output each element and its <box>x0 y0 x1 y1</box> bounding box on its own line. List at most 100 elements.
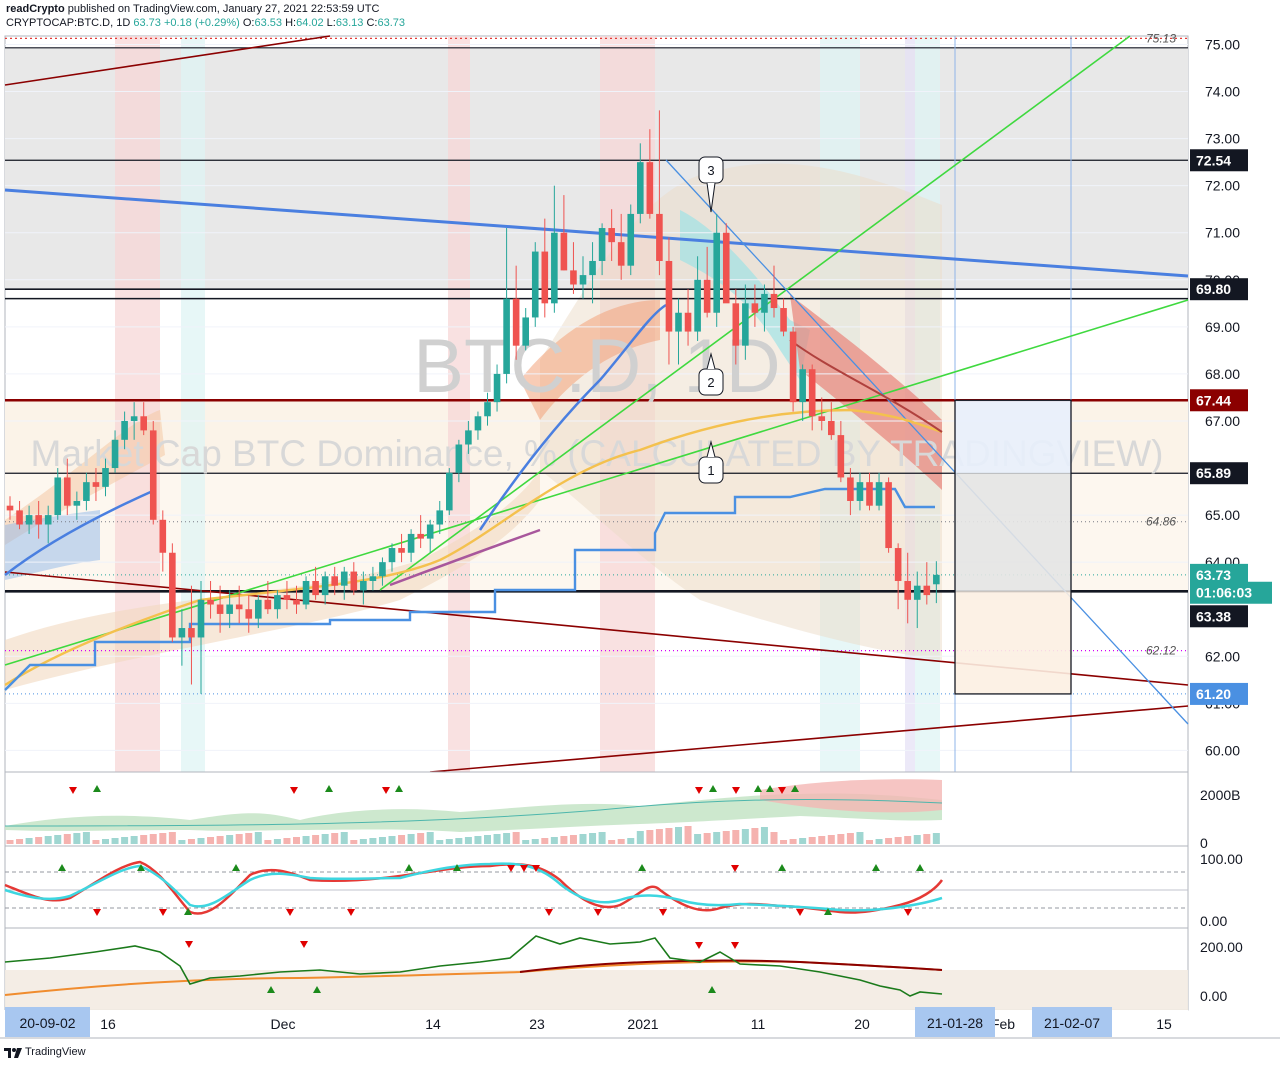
volume-axis-tick: 2000B <box>1200 787 1240 803</box>
volume-bar <box>875 839 883 844</box>
volume-ma-line <box>4 798 943 827</box>
volume-bar <box>16 839 24 844</box>
volume-bar <box>741 829 749 844</box>
volume-bar <box>837 834 845 844</box>
candle <box>608 228 615 243</box>
volume-bar <box>894 837 902 844</box>
candle <box>541 251 549 304</box>
blue-trendline <box>4 188 1189 278</box>
volume-cloud-green <box>5 793 942 832</box>
volume-bar <box>569 835 577 844</box>
time-highlight-label: 21-01-28 <box>927 1015 983 1031</box>
highlight-band <box>115 36 160 772</box>
footer-brand[interactable]: TradingView <box>25 1046 86 1058</box>
time-highlight-box <box>1032 1007 1112 1037</box>
candle <box>875 482 883 506</box>
signal-up-icon <box>232 864 240 871</box>
signal-up-icon <box>267 986 275 993</box>
darkred-trendline-rising <box>429 705 1189 773</box>
volume-bar <box>474 836 482 844</box>
volume-bar <box>44 836 52 844</box>
candle <box>598 228 606 261</box>
volume-bar <box>178 840 186 844</box>
candle <box>503 298 510 374</box>
time-highlight-box <box>5 1007 90 1037</box>
candle <box>637 162 644 214</box>
candle <box>245 609 253 619</box>
signal-up-icon <box>872 864 880 871</box>
author-name[interactable]: readCrypto <box>6 3 65 15</box>
volume-bar <box>168 832 176 844</box>
candle <box>665 260 673 332</box>
volume-bar <box>388 836 396 844</box>
candle <box>388 548 396 563</box>
candle <box>216 604 224 614</box>
signal-up-icon <box>184 908 192 915</box>
candle <box>188 628 195 638</box>
signal-up-icon <box>754 785 762 792</box>
wave-label: 3 <box>698 156 724 213</box>
volume-bar <box>6 840 14 844</box>
signal-down-icon <box>731 865 739 872</box>
candle <box>885 482 892 549</box>
candle <box>83 482 90 501</box>
volume-bar <box>512 832 520 844</box>
signal-up-icon <box>791 785 799 792</box>
candle <box>331 576 338 586</box>
volume-bar <box>808 837 816 844</box>
candle <box>178 628 186 638</box>
indicator-pane <box>4 845 1189 929</box>
volume-bar <box>340 832 348 844</box>
volume-bar <box>187 839 195 844</box>
level-label: 64.86 <box>1146 515 1176 529</box>
candle <box>446 472 453 511</box>
signal-down-icon <box>778 787 786 794</box>
candle <box>818 416 826 421</box>
volume-bar <box>197 838 205 844</box>
ohlc-close: 63.73 <box>377 17 405 29</box>
volume-bar <box>264 840 272 844</box>
candle <box>226 604 233 614</box>
price-label: 63.73 <box>1196 567 1231 583</box>
level-label: 75.13 <box>1146 31 1176 45</box>
trade-box-outline <box>954 399 1072 695</box>
volume-bar <box>713 832 721 844</box>
signal-up-icon <box>405 864 413 871</box>
signal-up-icon <box>395 785 403 792</box>
volume-bar <box>235 834 243 844</box>
volume-bar <box>885 838 893 844</box>
price-label: 67.44 <box>1196 392 1231 408</box>
stoch-axis-tick: 100.00 <box>1200 851 1243 867</box>
signal-down-icon <box>545 909 553 916</box>
time-highlight-label: 21-02-07 <box>1044 1015 1100 1031</box>
candle <box>761 293 768 313</box>
wide-cloud <box>540 163 942 661</box>
indicator-axis-tick: 200.00 <box>1200 939 1243 955</box>
volume-bar <box>92 840 100 844</box>
signal-down-icon <box>904 909 912 916</box>
signal-up-icon <box>313 986 321 993</box>
volume-bar <box>417 833 425 844</box>
green-indicator-line <box>4 935 943 997</box>
signal-up-icon <box>137 864 145 871</box>
time-axis-tick: 23 <box>529 1016 545 1032</box>
volume-bar <box>54 835 62 844</box>
indicator-shaded-zone <box>5 970 1188 1010</box>
signal-down-icon <box>695 787 703 794</box>
ohlc-o-label: O: <box>242 17 255 29</box>
wave-label-pointer <box>706 182 716 213</box>
time-axis-tick: 11 <box>751 1016 766 1032</box>
volume-bar <box>312 835 320 844</box>
price-label-box <box>1190 682 1248 705</box>
candle <box>417 533 424 539</box>
price-axis-tick: 71.00 <box>1205 225 1240 241</box>
candle <box>703 279 711 313</box>
volume-bar <box>589 833 597 844</box>
volume-bar <box>913 835 921 844</box>
signal-down-icon <box>290 787 298 794</box>
volume-bar <box>25 838 33 844</box>
volume-bar <box>254 832 262 844</box>
highlight-band <box>448 36 470 772</box>
tradingview-logo-icon <box>4 1048 22 1058</box>
